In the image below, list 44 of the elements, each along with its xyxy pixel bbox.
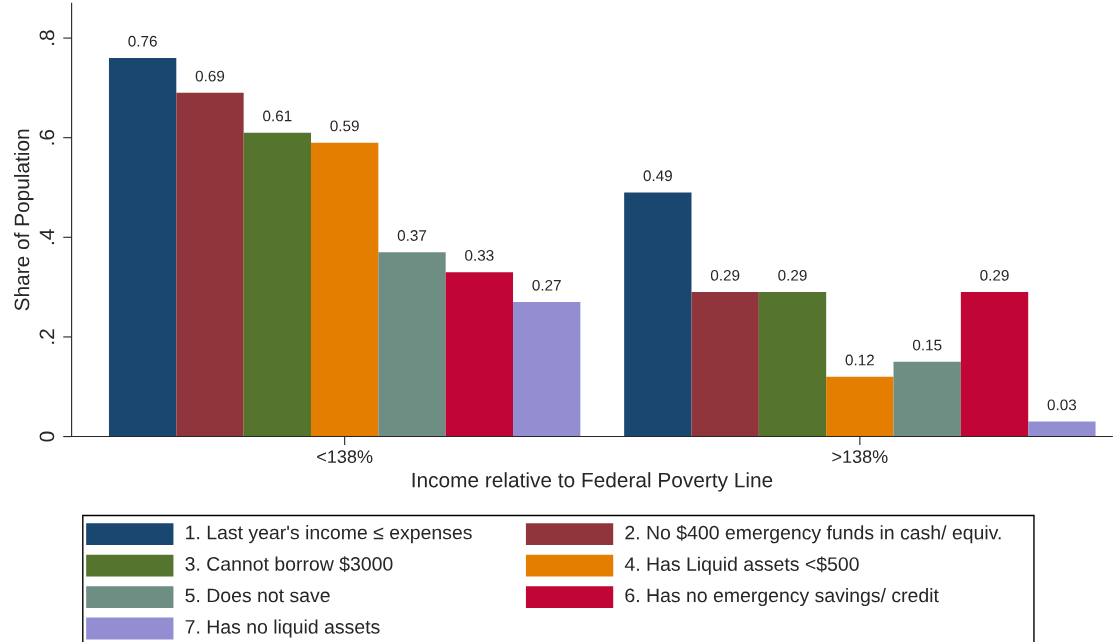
bar <box>445 272 514 437</box>
legend-label: 2. No $400 emergency funds in cash/ equiv. <box>625 524 1001 544</box>
bar <box>826 376 894 437</box>
bar <box>310 142 379 437</box>
legend-label: 7. Has no liquid assets <box>185 619 380 638</box>
data-label: 0.76 <box>128 35 157 47</box>
data-label: 0.29 <box>710 269 740 281</box>
data-label: 0.69 <box>195 70 225 82</box>
bar <box>758 292 827 437</box>
bar <box>691 292 759 437</box>
bar <box>176 92 244 437</box>
bar <box>1028 421 1096 437</box>
bar <box>513 302 581 437</box>
data-label: 0.61 <box>263 110 292 122</box>
y-axis-title: Share of Population <box>14 129 34 311</box>
bar <box>960 292 1029 437</box>
x-axis-title: Income relative to Federal Poverty Line <box>412 472 773 492</box>
legend-label: 6. Has no emergency savings/ credit <box>625 588 939 607</box>
y-tick-label: 0 <box>39 431 55 442</box>
data-label: 0.12 <box>845 354 874 366</box>
bar <box>893 361 961 437</box>
legend-label: 4. Has Liquid assets <$500 <box>624 556 859 575</box>
bar <box>108 58 177 437</box>
data-label: 0.29 <box>778 269 807 281</box>
x-tick-label: >138% <box>832 450 888 464</box>
y-tick-label: .2 <box>39 329 55 344</box>
y-tick-label: .6 <box>39 129 55 145</box>
data-label: 0.27 <box>532 279 561 291</box>
data-label: 0.37 <box>397 230 427 241</box>
bar <box>243 132 311 437</box>
x-tick-label: <138% <box>317 450 373 464</box>
data-label: 0.49 <box>643 170 672 182</box>
legend-label: 5. Does not save <box>185 588 330 603</box>
data-label: 0.15 <box>912 339 942 351</box>
data-label: 0.33 <box>465 250 494 261</box>
y-tick-label: .8 <box>39 30 55 45</box>
data-label: 0.03 <box>1047 399 1077 411</box>
data-label: 0.29 <box>980 269 1009 281</box>
bar <box>378 252 446 437</box>
y-tick-label: .4 <box>39 229 55 245</box>
legend-label: 3. Cannot borrow $3000 <box>185 556 393 572</box>
legend-label: 1. Last year's income ≤ expenses <box>186 525 472 544</box>
data-label: 0.59 <box>330 120 359 132</box>
bar <box>624 192 692 437</box>
